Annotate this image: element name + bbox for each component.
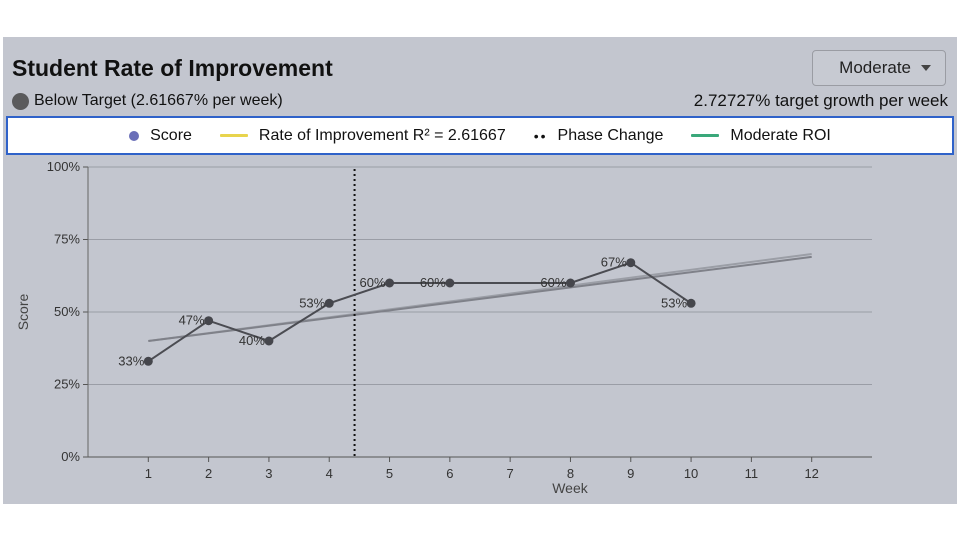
x-tick-label: 9	[627, 466, 634, 481]
chart-panel: Student Rate of Improvement Moderate Bel…	[3, 37, 957, 504]
rate-of-improvement-line	[148, 255, 812, 342]
status-text: Below Target (2.61667% per week)	[34, 92, 283, 109]
data-label: 60%	[360, 275, 386, 290]
y-axis-title: Score	[15, 294, 31, 331]
x-tick-label: 7	[507, 466, 514, 481]
score-point	[686, 298, 696, 308]
target-growth-text: 2.72727% target growth per week	[693, 91, 948, 110]
y-tick-label: 75%	[54, 232, 80, 247]
score-point	[385, 278, 395, 288]
status-indicator: Below Target (2.61667% per week)	[12, 92, 283, 110]
legend-item-moderate-roi[interactable]: Moderate ROI	[691, 126, 831, 145]
data-label: 53%	[299, 295, 325, 310]
y-tick-label: 0%	[61, 449, 80, 464]
x-tick-label: 8	[567, 466, 574, 481]
data-label: 40%	[239, 333, 265, 348]
score-point	[264, 336, 274, 346]
data-label: 53%	[661, 295, 687, 310]
roi-level-dropdown[interactable]: Moderate	[812, 50, 946, 86]
x-tick-label: 6	[446, 466, 453, 481]
legend-label: Phase Change	[557, 126, 664, 144]
score-point	[143, 356, 153, 366]
x-tick-label: 4	[326, 466, 333, 481]
y-tick-label: 100%	[47, 159, 81, 174]
x-axis-title: Week	[552, 480, 589, 496]
data-label: 47%	[179, 313, 205, 328]
data-label: 60%	[420, 275, 446, 290]
x-tick-label: 2	[205, 466, 212, 481]
legend-item-rate-of-improvement[interactable]: Rate of Improvement R² = 2.61667	[219, 126, 506, 145]
legend-label: Moderate ROI	[730, 126, 831, 144]
legend-item-score[interactable]: Score	[129, 127, 192, 145]
score-point	[204, 316, 214, 326]
score-point	[324, 298, 334, 308]
x-tick-label: 10	[684, 466, 698, 481]
score-dot-icon	[129, 130, 140, 141]
x-tick-label: 11	[745, 466, 759, 481]
data-label: 60%	[540, 275, 566, 290]
score-point	[565, 278, 575, 288]
y-tick-label: 25%	[54, 377, 80, 392]
legend-item-phase-change[interactable]: •• Phase Change	[534, 127, 664, 145]
chart-legend: Score Rate of Improvement R² = 2.61667 •…	[6, 116, 954, 155]
legend-label: Rate of Improvement R² = 2.61667	[258, 126, 506, 144]
chevron-down-icon	[921, 65, 931, 71]
x-tick-label: 5	[386, 466, 393, 481]
dotted-line-icon: ••	[533, 127, 548, 144]
green-line-icon	[691, 134, 720, 137]
score-point	[626, 258, 636, 268]
status-dot-icon	[12, 92, 29, 110]
x-tick-label: 1	[145, 466, 152, 481]
data-label: 67%	[601, 255, 627, 270]
legend-label: Score	[150, 126, 192, 144]
score-point	[445, 278, 455, 288]
dropdown-value: Moderate	[839, 58, 911, 77]
data-label: 33%	[118, 353, 144, 368]
x-tick-label: 3	[265, 466, 272, 481]
x-tick-label: 12	[804, 466, 818, 481]
page-title: Student Rate of Improvement	[12, 55, 333, 81]
y-tick-label: 50%	[54, 304, 80, 319]
yellow-line-icon	[219, 134, 248, 137]
